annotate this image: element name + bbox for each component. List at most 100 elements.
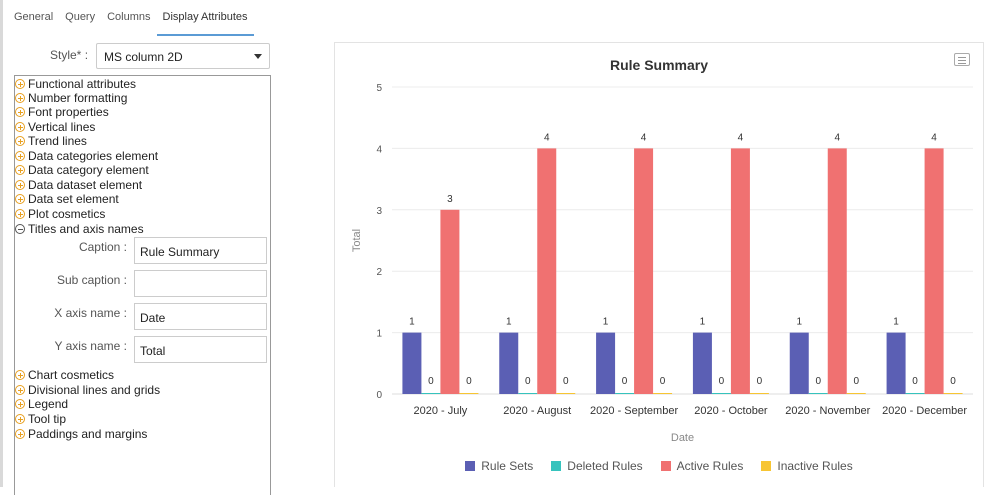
data-label: 4 — [931, 132, 937, 143]
legend-swatch — [551, 461, 562, 471]
y-tick-label: 4 — [376, 144, 382, 155]
tree-item-font-properties[interactable]: Font properties — [15, 105, 109, 119]
y-axis-label: Total — [351, 229, 363, 252]
chart-plot: 0 1 2 3 4 5 Total 1 0 3 0 2020 - July 1 0 4 0 2020 - Aug… — [351, 83, 973, 444]
x-tick-label: 2020 - December — [882, 405, 967, 417]
bar-active-rules — [634, 148, 654, 394]
plus-circle-icon — [15, 93, 25, 103]
data-label: 1 — [409, 317, 415, 328]
data-label: 1 — [700, 317, 706, 328]
legend-item-inactive-rules[interactable]: Inactive Rules — [761, 459, 853, 473]
data-label: 1 — [796, 317, 802, 328]
tree-item-tool-tip[interactable]: Tool tip — [15, 412, 66, 426]
bar-deleted-rules — [808, 393, 828, 394]
data-label: 0 — [466, 376, 472, 387]
tree-item-data-dataset-element[interactable]: Data dataset element — [15, 178, 142, 192]
data-label: 4 — [738, 132, 744, 143]
data-label: 4 — [544, 132, 550, 143]
data-label: 0 — [757, 376, 763, 387]
plus-circle-icon — [15, 429, 25, 439]
style-row: Style* : MS column 2D — [0, 43, 280, 69]
data-label: 1 — [603, 317, 609, 328]
bar-inactive-rules — [749, 393, 769, 394]
plus-circle-icon — [15, 414, 25, 424]
tree-item-number-formatting[interactable]: Number formatting — [15, 91, 127, 105]
data-label: 0 — [719, 376, 725, 387]
left-border — [0, 0, 3, 487]
x-tick-label: 2020 - August — [503, 405, 571, 417]
x-tick-label: 2020 - July — [414, 405, 468, 417]
plus-circle-icon — [15, 136, 25, 146]
tab-display-attributes[interactable]: Display Attributes — [156, 0, 254, 36]
y-tick-label: 5 — [376, 83, 382, 94]
data-label: 0 — [815, 376, 821, 387]
plus-circle-icon — [15, 122, 25, 132]
data-label: 0 — [563, 376, 569, 387]
tree-item-trend-lines[interactable]: Trend lines — [15, 134, 87, 148]
bar-rule-sets — [692, 332, 712, 394]
tree-item-data-category-element[interactable]: Data category element — [15, 163, 149, 177]
tree-item-divisional-lines-and-grids[interactable]: Divisional lines and grids — [15, 383, 160, 397]
sub-caption-input[interactable] — [134, 270, 267, 297]
bar-active-rules — [827, 148, 847, 394]
tree-item-plot-cosmetics[interactable]: Plot cosmetics — [15, 207, 105, 221]
plus-circle-icon — [15, 107, 25, 117]
bar-inactive-rules — [459, 393, 479, 394]
y-axis-name-label: Y axis name : — [54, 339, 127, 353]
bar-deleted-rules — [615, 393, 635, 394]
x-axis-name-label: X axis name : — [54, 306, 127, 320]
tab-general[interactable]: General — [14, 11, 54, 23]
bar-rule-sets — [499, 332, 519, 394]
legend-swatch — [465, 461, 476, 471]
minus-circle-icon — [15, 224, 25, 234]
y-axis-name-input[interactable]: Total — [134, 336, 267, 363]
tree-item-data-set-element[interactable]: Data set element — [15, 192, 119, 206]
bar-rule-sets — [789, 332, 809, 394]
legend-item-active-rules[interactable]: Active Rules — [660, 459, 743, 473]
bar-deleted-rules — [711, 393, 731, 394]
tree-item-data-categories-element[interactable]: Data categories element — [15, 149, 158, 163]
legend-item-deleted-rules[interactable]: Deleted Rules — [551, 459, 643, 473]
plus-circle-icon — [15, 151, 25, 161]
attributes-panel: Functional attributes Number formatting … — [14, 75, 271, 495]
bar-active-rules — [924, 148, 944, 394]
bar-active-rules — [537, 148, 557, 394]
x-axis-label: Date — [671, 432, 694, 444]
plus-circle-icon — [15, 79, 25, 89]
tree-item-chart-cosmetics[interactable]: Chart cosmetics — [15, 368, 114, 382]
plus-circle-icon — [15, 194, 25, 204]
y-tick-label: 1 — [376, 329, 382, 340]
tab-columns[interactable]: Columns — [107, 11, 151, 23]
chart-legend: Rule Sets Deleted Rules Active Rules Ina… — [335, 459, 983, 473]
chart-title: Rule Summary — [609, 57, 709, 73]
style-select[interactable]: MS column 2D — [96, 43, 270, 69]
y-tick-label: 2 — [376, 267, 382, 278]
tree-item-vertical-lines[interactable]: Vertical lines — [15, 120, 95, 134]
bar-deleted-rules — [421, 393, 441, 394]
chart-card: Rule Summary 0 1 2 3 4 5 Total 1 0 3 0 2020 - July 1… — [334, 42, 984, 487]
tree-item-legend[interactable]: Legend — [15, 397, 68, 411]
data-label: 0 — [950, 376, 956, 387]
data-label: 0 — [660, 376, 666, 387]
menu-icon[interactable] — [954, 53, 970, 66]
bar-rule-sets — [886, 332, 906, 394]
data-label: 3 — [447, 194, 453, 205]
data-label: 0 — [853, 376, 859, 387]
caption-input[interactable]: Rule Summary — [134, 237, 267, 264]
chevron-down-icon — [254, 54, 262, 59]
bar-active-rules — [440, 209, 460, 394]
data-label: 0 — [428, 376, 434, 387]
tree-item-paddings-and-margins[interactable]: Paddings and margins — [15, 427, 147, 441]
data-label: 0 — [912, 376, 918, 387]
legend-item-rule-sets[interactable]: Rule Sets — [465, 459, 533, 473]
x-axis-name-input[interactable]: Date — [134, 303, 267, 330]
tree-item-titles-and-axis-names[interactable]: Titles and axis names — [15, 222, 144, 236]
bar-active-rules — [730, 148, 750, 394]
plus-circle-icon — [15, 209, 25, 219]
x-tick-label: 2020 - October — [694, 405, 768, 417]
tree-item-functional-attributes[interactable]: Functional attributes — [15, 77, 136, 91]
tab-query[interactable]: Query — [65, 11, 96, 23]
x-tick-label: 2020 - September — [590, 405, 678, 417]
sub-caption-label: Sub caption : — [56, 273, 127, 287]
plus-circle-icon — [15, 370, 25, 380]
